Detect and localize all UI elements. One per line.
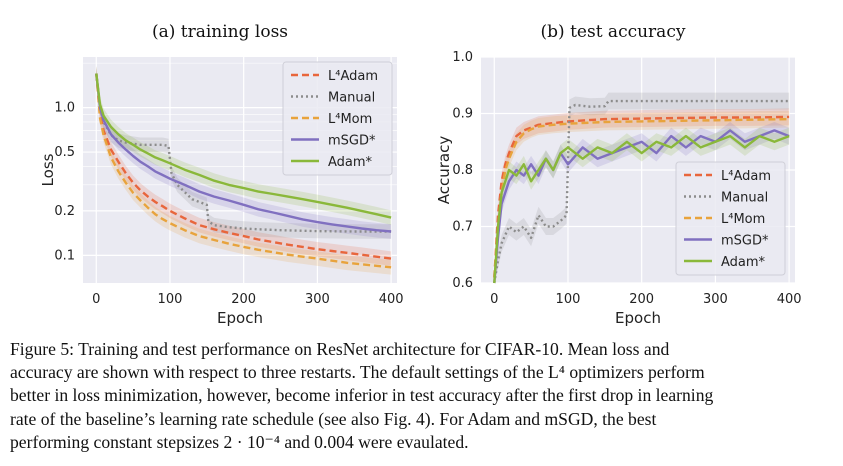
legend-label: L⁴Adam (328, 69, 378, 84)
y-tick-label: 1.0 (452, 50, 473, 65)
series-lines (493, 99, 790, 284)
series-band (494, 108, 790, 284)
x-tick-label: 300 (305, 292, 330, 307)
y-tick-labels: 0.6 0.7 0.8 0.9 1.0 (452, 50, 473, 291)
series-line (95, 73, 392, 233)
series-band (96, 66, 392, 266)
y-axis-label: Accuracy (435, 136, 453, 205)
x-tick-label: 100 (556, 292, 581, 307)
series-line (493, 115, 790, 278)
x-tick-label: 200 (231, 292, 256, 307)
legend-box (675, 161, 786, 276)
series-band (494, 127, 790, 283)
legend-label: Manual (328, 91, 375, 106)
series-line (95, 73, 392, 219)
legend-box (282, 61, 393, 176)
series-line (493, 134, 790, 284)
x-tick-label: 100 (158, 292, 183, 307)
y-tick-label: 0.6 (452, 276, 473, 291)
y-tick-label: 0.5 (54, 145, 75, 160)
legend-label: Adam* (328, 155, 373, 170)
y-tick-label: 0.7 (452, 220, 473, 235)
legend-label: Manual (721, 191, 768, 206)
x-tick-labels: 0 100 200 300 400 (490, 292, 801, 307)
caption-line: Figure 5: Training and test performance … (10, 339, 670, 359)
legend: L⁴Adam Manual L⁴Mom mSGD* Adam* (675, 161, 786, 276)
series-band (96, 66, 392, 275)
legend-label: mSGD* (721, 234, 769, 249)
x-tick-label: 200 (629, 292, 654, 307)
x-tick-labels: 0 100 200 300 400 (92, 292, 403, 307)
x-tick-label: 400 (379, 292, 404, 307)
series-line (95, 73, 392, 233)
chart-title: (b) test accuracy (541, 22, 686, 42)
series-band (494, 110, 790, 283)
legend: L⁴Adam Manual L⁴Mom mSGD* Adam* (282, 61, 393, 176)
series-band (96, 66, 392, 225)
x-axis-label: Epoch (217, 309, 263, 327)
legend-label: L⁴Adam (721, 169, 771, 184)
figure-caption: Figure 5: Training and test performance … (10, 338, 832, 454)
caption-line: better in loss minimization, however, be… (10, 385, 714, 406)
legend-label: mSGD* (328, 134, 376, 149)
x-tick-label: 400 (777, 292, 802, 307)
series-line (493, 117, 790, 278)
x-tick-label: 300 (703, 292, 728, 307)
grid-lines (481, 56, 795, 284)
y-tick-label: 0.1 (54, 248, 75, 263)
series-lines (95, 73, 392, 269)
y-tick-label: 1.0 (54, 101, 75, 116)
legend-label: L⁴Mom (328, 112, 372, 127)
caption-line: rate of the baseline’s learning rate sch… (10, 408, 657, 429)
figure: (a) training loss 0 100 200 300 400 1.0 0.5 0.… (39, 22, 802, 327)
x-tick-label: 0 (92, 292, 100, 307)
y-tick-labels: 1.0 0.5 0.2 0.1 (54, 101, 75, 264)
test-accuracy-panel: (b) test accuracy 0 100 200 300 400 0.60.70.… (435, 22, 802, 327)
training-loss-panel: (a) training loss 0 100 200 300 400 1.0 0.5 0.… (39, 22, 404, 327)
legend-label: Adam* (721, 255, 766, 270)
chart-title: (a) training loss (152, 22, 288, 42)
legend-label: L⁴Mom (721, 212, 765, 227)
caption-line: accuracy are shown with respect to three… (10, 362, 705, 383)
y-tick-label: 0.9 (452, 107, 473, 122)
x-tick-label: 0 (490, 292, 498, 307)
x-axis-label: Epoch (615, 309, 661, 327)
series-line (95, 73, 392, 269)
y-tick-label: 0.2 (54, 204, 75, 219)
y-axis-label: Loss (39, 153, 57, 186)
caption-line: performing constant stepsizes 2 · 10⁻⁴ a… (10, 431, 469, 452)
y-tick-label: 0.8 (452, 163, 473, 178)
